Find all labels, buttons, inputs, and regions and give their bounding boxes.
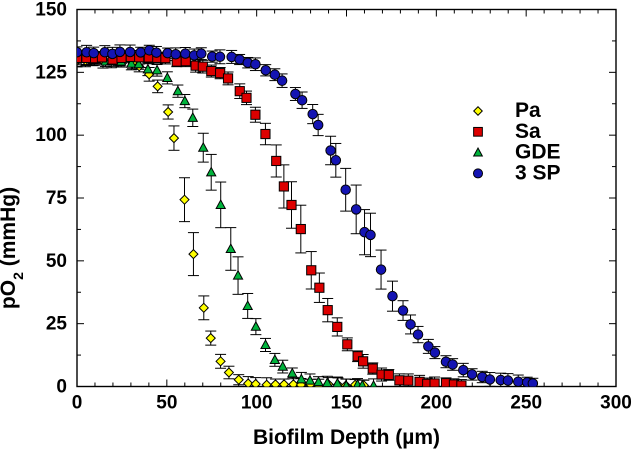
svg-text:3 SP: 3 SP	[515, 161, 561, 184]
svg-text:Pa: Pa	[515, 99, 541, 122]
svg-text:25: 25	[46, 314, 68, 335]
svg-text:50: 50	[46, 251, 67, 272]
svg-text:Biofilm Depth (µm): Biofilm Depth (µm)	[253, 426, 440, 449]
svg-text:125: 125	[35, 62, 67, 83]
svg-text:300: 300	[600, 393, 632, 414]
svg-text:150: 150	[331, 393, 363, 414]
svg-text:50: 50	[156, 393, 177, 414]
svg-text:100: 100	[35, 125, 67, 146]
svg-text:250: 250	[510, 393, 542, 414]
svg-text:GDE: GDE	[515, 141, 561, 164]
svg-text:200: 200	[420, 393, 452, 414]
svg-text:150: 150	[35, 0, 67, 21]
svg-text:0: 0	[72, 393, 83, 414]
svg-text:Sa: Sa	[515, 120, 541, 143]
svg-text:0: 0	[56, 377, 67, 398]
svg-text:75: 75	[46, 188, 68, 209]
svg-text:100: 100	[241, 393, 273, 414]
